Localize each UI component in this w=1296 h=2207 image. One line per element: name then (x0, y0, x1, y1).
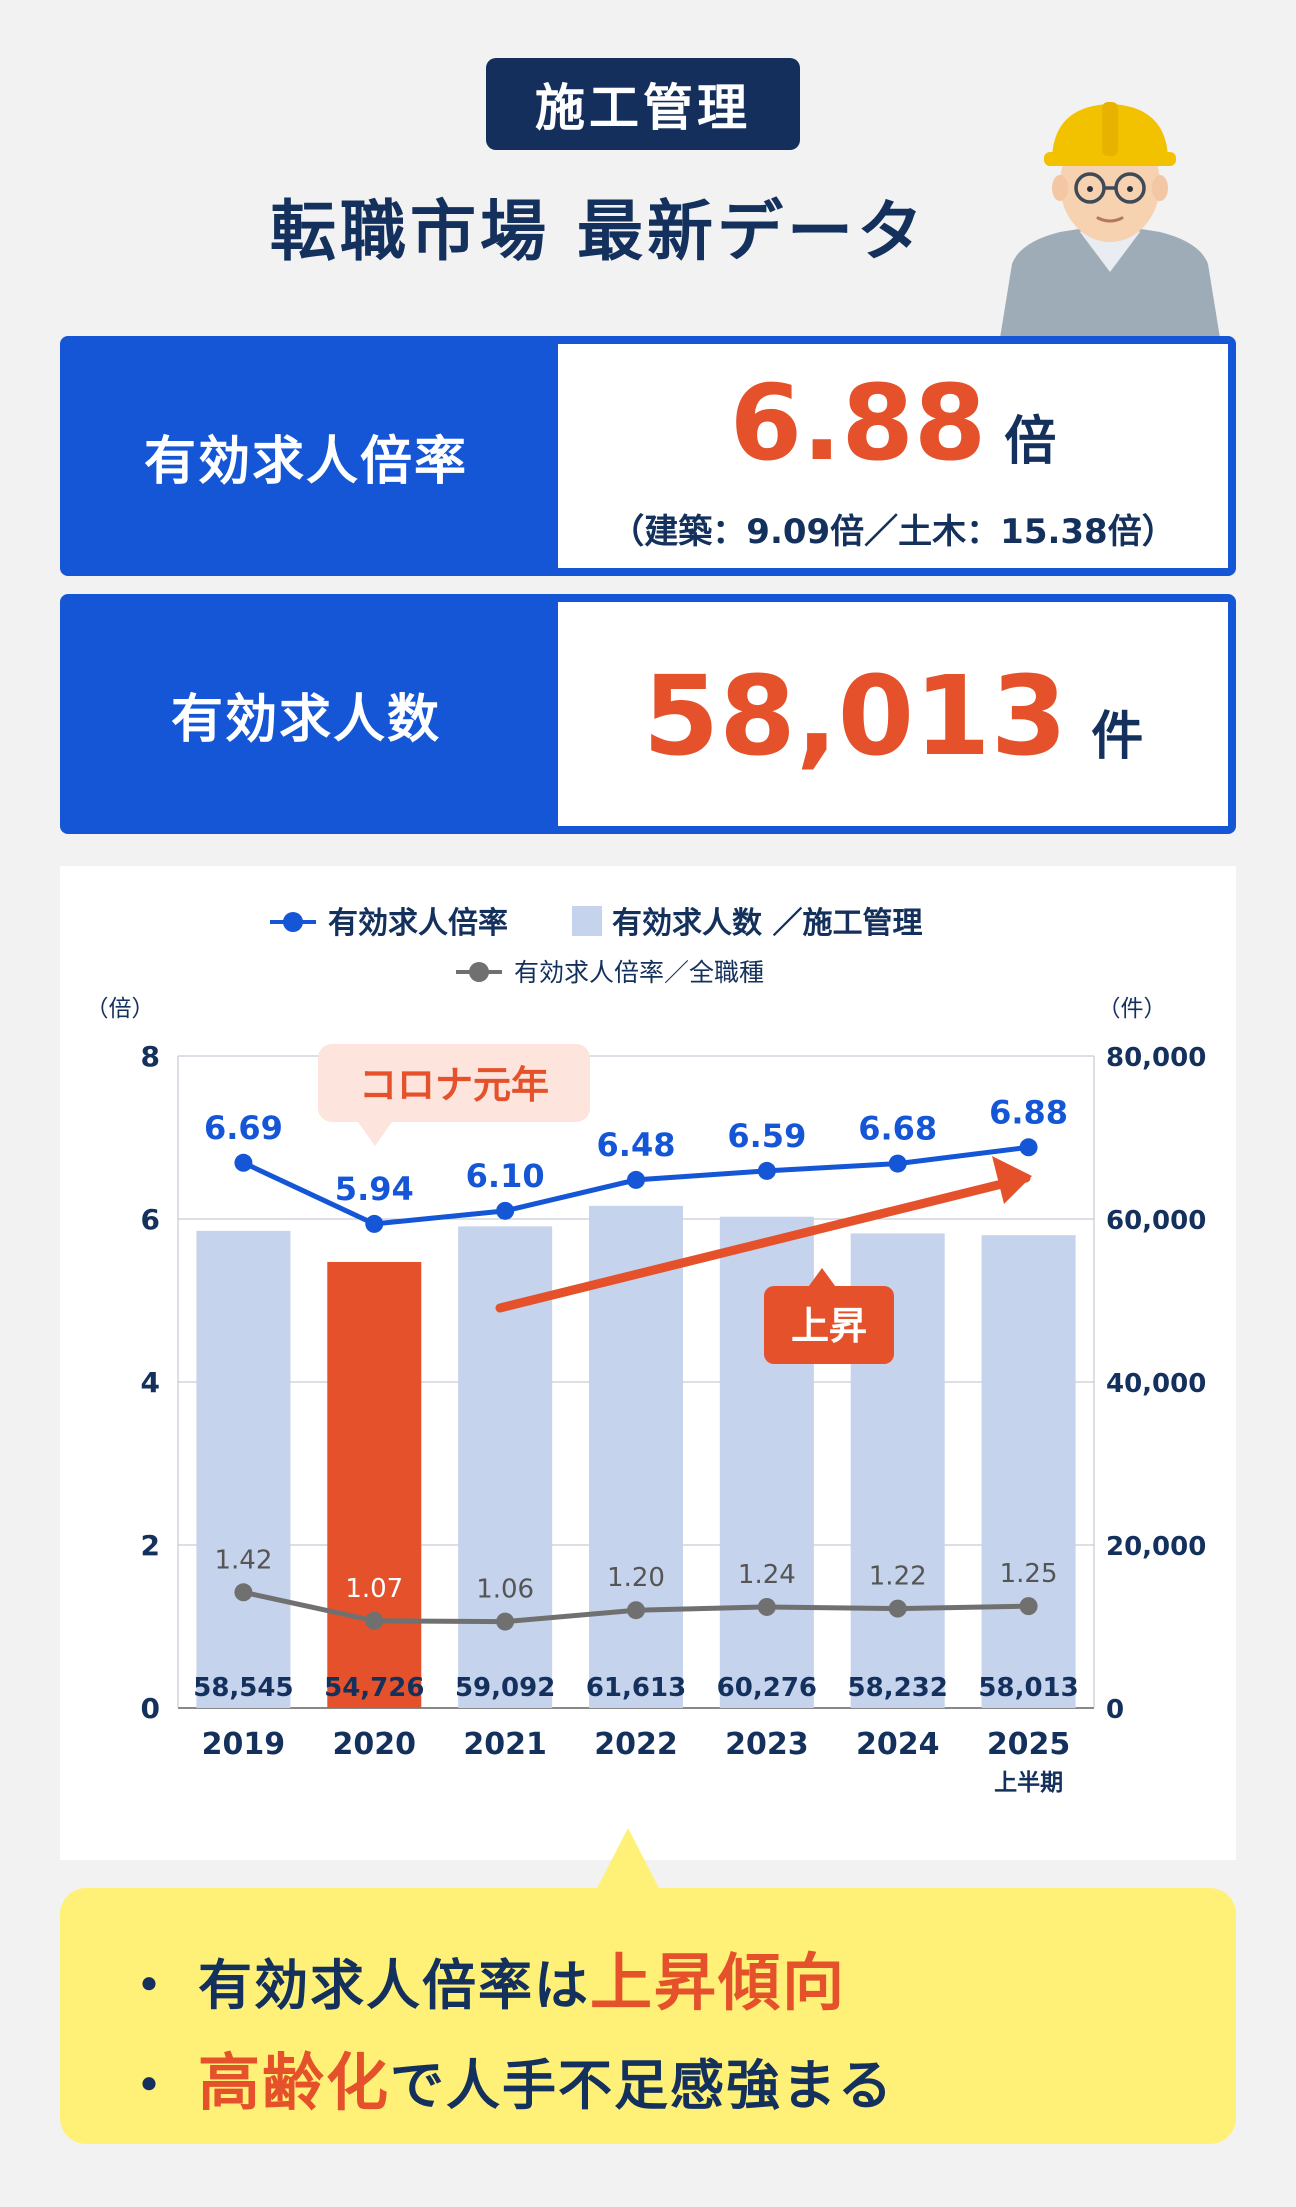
left-axis-tick-label: 8 (141, 1040, 160, 1073)
bar-value-label: 58,545 (193, 1673, 293, 1703)
summary-line-1: ・有効求人倍率は上昇傾向 (122, 1932, 846, 2022)
point-all-jobs (888, 1599, 907, 1618)
job-openings-unit: 件 (1091, 707, 1144, 767)
category-label: 2020 (333, 1727, 417, 1762)
right-axis-unit: （件） (1098, 996, 1167, 1022)
summary-text: 有効求人倍率は (198, 1954, 590, 2017)
point-all-jobs (1019, 1597, 1038, 1616)
covid-callout-label: コロナ元年 (359, 1063, 549, 1107)
job-ratio-breakdown: （建築：9.09倍／土木：15.38倍） (610, 512, 1176, 552)
legend-marker-ratio (283, 912, 303, 932)
point-all-jobs (627, 1601, 645, 1620)
data-label-all-jobs: 1.24 (738, 1560, 796, 1590)
job-ratio-label: 有効求人倍率 (143, 431, 468, 492)
left-axis-unit: （倍） (86, 996, 155, 1022)
category-label: 2023 (725, 1727, 809, 1762)
bullet: ・ (122, 1954, 178, 2017)
job-openings-label: 有効求人数 (170, 689, 441, 750)
bar-value-label: 54,726 (324, 1673, 424, 1703)
point-ratio (365, 1214, 384, 1233)
construction-worker-illustration (1000, 102, 1220, 338)
job-ratio-value-box: 6.88 倍 （建築：9.09倍／土木：15.38倍） (558, 344, 1228, 568)
job-openings-value-box: 58,013 件 (558, 602, 1228, 826)
category-label: 2021 (463, 1727, 547, 1762)
point-ratio (1019, 1138, 1038, 1157)
chart-card: 有効求人倍率 有効求人数 ／施工管理有効求人倍率／全職種 （倍） （件） 0 2 4 6 8 0 2… (60, 866, 1236, 1860)
summary-box: ・有効求人倍率は上昇傾向 ・高齢化で人手不足感強まる (60, 1888, 1236, 2144)
bar-value-label: 59,092 (455, 1673, 555, 1703)
summary-pointer (596, 1828, 660, 1890)
data-label-ratio: 6.10 (466, 1157, 545, 1195)
right-axis-tick-label: 80,000 (1106, 1043, 1206, 1073)
point-all-jobs (496, 1612, 515, 1631)
right-axis-tick-label: 40,000 (1106, 1369, 1206, 1399)
bar-value-label: 60,276 (717, 1673, 817, 1703)
bar-value-label: 61,613 (586, 1673, 686, 1703)
bar-value-label: 58,013 (978, 1673, 1078, 1703)
right-axis-tick-label: 20,000 (1106, 1532, 1206, 1562)
point-all-jobs (365, 1611, 384, 1630)
left-axis-tick-label: 2 (141, 1529, 160, 1562)
page-title: 転職市場 最新データ (270, 193, 927, 270)
point-ratio (888, 1154, 907, 1173)
point-ratio (627, 1170, 645, 1189)
legend-marker-all-jobs (469, 962, 489, 982)
point-ratio (757, 1161, 776, 1180)
right-axis-tick-label: 60,000 (1106, 1206, 1206, 1236)
data-label-all-jobs: 1.22 (869, 1562, 927, 1592)
point-all-jobs (234, 1583, 253, 1602)
rise-label: 上昇 (791, 1304, 867, 1348)
category-badge: 施工管理 (486, 58, 800, 150)
summary-highlight: 高齢化 (198, 2046, 391, 2119)
category-sublabel: 上半期 (994, 1770, 1063, 1796)
bullet: ・ (122, 2054, 178, 2117)
point-all-jobs (757, 1597, 776, 1616)
data-label-ratio: 6.88 (989, 1093, 1068, 1131)
data-label-ratio: 6.69 (204, 1109, 283, 1147)
data-label-ratio: 6.68 (858, 1110, 937, 1148)
left-axis-tick-label: 4 (141, 1366, 160, 1399)
left-axis-tick-label: 6 (141, 1203, 160, 1236)
category-label: 2019 (202, 1727, 286, 1762)
summary-line-2: ・高齢化で人手不足感強まる (122, 2032, 894, 2122)
covid-callout-pointer (358, 1122, 392, 1146)
data-label-all-jobs: 1.25 (1000, 1559, 1058, 1589)
job-ratio-panel: 有効求人倍率 6.88 倍 （建築：9.09倍／土木：15.38倍） (60, 336, 1236, 576)
legend-label-all-jobs: 有効求人倍率／全職種 (514, 958, 764, 987)
job-openings-panel: 有効求人数 58,013 件 (60, 594, 1236, 834)
bar (196, 1230, 291, 1708)
legend-label-ratio: 有効求人倍率 (328, 906, 508, 941)
data-label-ratio: 5.94 (335, 1170, 414, 1208)
data-label-all-jobs: 1.42 (214, 1545, 272, 1575)
category-label: 2022 (594, 1727, 678, 1762)
left-axis-tick-label: 0 (141, 1692, 160, 1725)
bar-value-label: 58,232 (848, 1673, 948, 1703)
covid-callout-box (318, 1044, 590, 1122)
rise-label-pointer (806, 1268, 838, 1290)
data-label-all-jobs: 1.06 (476, 1575, 534, 1605)
summary-highlight: 上昇傾向 (590, 1946, 847, 2019)
rise-arrow-head (992, 1156, 1032, 1204)
category-label: 2024 (856, 1727, 940, 1762)
data-label-ratio: 6.59 (727, 1117, 806, 1155)
job-openings-value: 58,013 (642, 652, 1068, 780)
category-label: 2025 (987, 1727, 1071, 1762)
job-ratio-value: 6.88 (729, 362, 987, 484)
point-ratio (234, 1153, 253, 1172)
data-label-all-jobs: 1.20 (607, 1563, 665, 1593)
bar (589, 1205, 683, 1708)
legend-swatch-openings (572, 906, 602, 936)
rise-arrow-shaft (495, 1173, 1031, 1313)
job-ratio-unit: 倍 (1004, 412, 1057, 472)
data-label-ratio: 6.48 (597, 1126, 676, 1164)
legend-label-openings: 有効求人数 ／施工管理 (612, 906, 922, 941)
bar (327, 1261, 422, 1708)
summary-text: で人手不足感強まる (390, 2054, 895, 2117)
right-axis-tick-label: 0 (1106, 1695, 1124, 1725)
point-ratio (496, 1201, 515, 1220)
bar (981, 1235, 1076, 1708)
rise-label-box (764, 1286, 894, 1364)
data-label-all-jobs: 1.07 (345, 1574, 403, 1604)
